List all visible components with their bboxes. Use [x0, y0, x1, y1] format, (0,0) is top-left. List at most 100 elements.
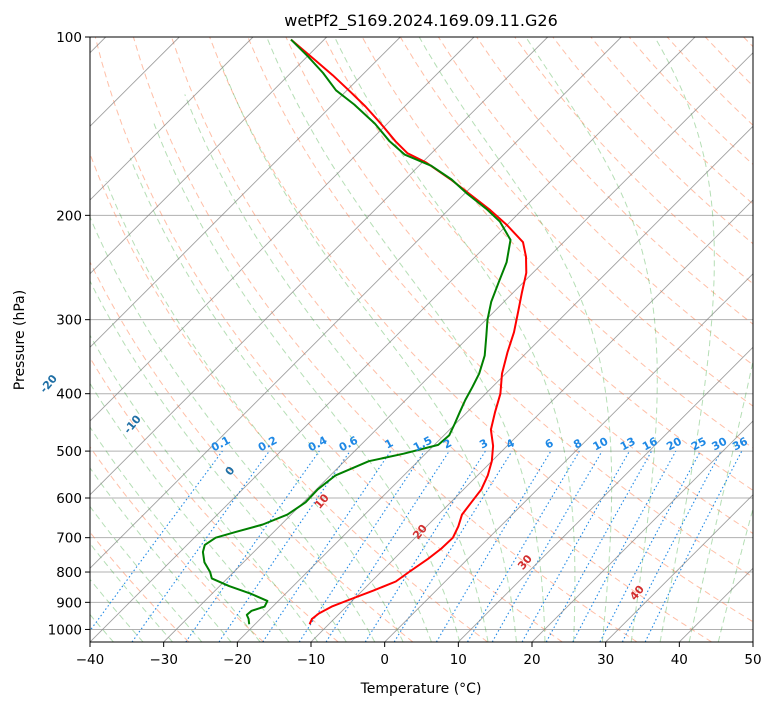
isotherm-line [457, 346, 753, 642]
x-tick-label: −10 [297, 652, 326, 668]
mixing-ratio-line [298, 450, 425, 642]
dry-adiabat-line [247, 37, 753, 578]
moist-adiabat-line [90, 279, 347, 642]
isotherm-line [678, 567, 753, 642]
x-tick-label: 50 [744, 652, 761, 668]
isotherm-line [90, 37, 475, 422]
mixing-ratio-line [325, 450, 450, 642]
dry-adiabat-line [90, 446, 264, 642]
dry-adiabat-line [666, 37, 753, 126]
mixing-ratio-line [262, 450, 392, 642]
moist-adiabat-line [129, 157, 432, 642]
dry-adiabat-line [590, 37, 753, 205]
isotherm-line [310, 199, 753, 642]
moist-adiabat-line [90, 215, 376, 642]
line-labels: 0.10.20.40.611.52346810131620253036-100-… [37, 372, 750, 603]
x-axis-label: Temperature (°C) [360, 681, 482, 697]
moist-adiabat-line [105, 180, 404, 642]
dry-adiabat-line [90, 356, 339, 642]
dry-adiabat-line [514, 37, 753, 285]
dry-adiabat-label: 30 [515, 552, 535, 572]
x-tick-label: 20 [523, 652, 540, 668]
mixing-ratio-line [435, 450, 552, 642]
dry-adiabat-line [94, 37, 563, 642]
dry-adiabat-line [323, 37, 753, 491]
mixing-ratio-lines [90, 450, 743, 642]
mixing-ratio-line [393, 450, 513, 642]
moist-adiabats [90, 37, 753, 642]
mixing-ratio-label: 16 [640, 435, 660, 454]
moist-adiabat-line [90, 334, 319, 642]
moist-adiabat-line [184, 94, 489, 642]
dry-adiabat-line [209, 37, 753, 623]
mixing-ratio-line [599, 450, 701, 642]
moist-adiabat-line [90, 467, 232, 642]
y-tick-label: 700 [56, 531, 82, 547]
isotherm-line [163, 52, 753, 642]
dry-adiabat-line [743, 37, 753, 48]
isotherm-line [752, 641, 753, 642]
moist-adiabat-line [266, 37, 546, 642]
x-tick-label: −20 [223, 652, 252, 668]
dry-adiabat-label: -10 [121, 412, 144, 436]
dry-adiabat-line [132, 37, 638, 642]
isotherms [90, 37, 753, 642]
mixing-ratio-label: 30 [710, 435, 730, 454]
moist-adiabat-line [153, 123, 461, 642]
mixing-ratio-label: 25 [689, 435, 709, 454]
mixing-ratio-label: 13 [618, 435, 638, 454]
moist-adiabat-line [219, 61, 517, 642]
moist-adiabat-line [90, 578, 144, 642]
y-tick-label: 500 [56, 444, 82, 460]
isotherm-line [384, 273, 753, 642]
mixing-ratio-line [90, 450, 223, 632]
y-tick-label: 800 [56, 565, 82, 581]
dry-adiabat-line [704, 37, 753, 87]
y-tick-label: 1000 [48, 622, 82, 638]
y-tick-label: 400 [56, 387, 82, 403]
isotherm-line [531, 420, 753, 642]
y-axis-ticks: 100 200 300 400 500 600 700 800 900 1000 [48, 30, 90, 638]
moist-adiabat-line [90, 505, 203, 642]
temperature-profile-line [290, 38, 528, 625]
mixing-ratio-label: 6 [543, 436, 556, 451]
dewpoint-profile-line [201, 38, 512, 625]
isotherm-line [90, 37, 622, 569]
mixing-ratio-label: 10 [591, 435, 611, 454]
y-tick-label: 200 [56, 208, 82, 224]
y-tick-label: 900 [56, 595, 82, 611]
x-tick-label: 30 [597, 652, 614, 668]
mixing-ratio-line [644, 450, 743, 642]
dry-adiabat-line [90, 152, 488, 642]
x-axis-ticks: −40 −30 −20 −10 0 10 20 30 40 50 [76, 642, 762, 668]
plot-area [90, 37, 753, 642]
mixing-ratio-line [218, 450, 351, 642]
moist-adiabat-line [334, 37, 576, 642]
x-tick-label: −30 [149, 652, 178, 668]
moist-adiabat-line [717, 506, 753, 642]
y-tick-label: 600 [56, 491, 82, 507]
mixing-ratio-label: 36 [730, 435, 750, 454]
isotherm-line [90, 37, 401, 348]
dry-adiabat-line [476, 37, 753, 325]
moist-adiabat-line [654, 37, 715, 642]
mixing-ratio-line [131, 450, 270, 642]
moist-adiabat-line [90, 382, 290, 642]
isotherm-line [236, 125, 753, 642]
dry-adiabat-line [285, 37, 753, 535]
moist-adiabat-line [525, 37, 658, 642]
dry-adiabat-label: 40 [627, 583, 647, 603]
mixing-ratio-line [185, 450, 320, 642]
moist-adiabat-line [90, 542, 173, 642]
dry-adiabat-label: 10 [312, 491, 332, 511]
x-tick-label: 0 [380, 652, 389, 668]
dry-adiabat-line [90, 260, 414, 642]
moist-adiabat-line [90, 426, 261, 642]
plot-frame [89, 36, 754, 643]
isotherm-line [90, 37, 696, 642]
isotherm-line [605, 494, 753, 642]
profile-series [201, 38, 528, 625]
y-tick-label: 300 [56, 313, 82, 329]
